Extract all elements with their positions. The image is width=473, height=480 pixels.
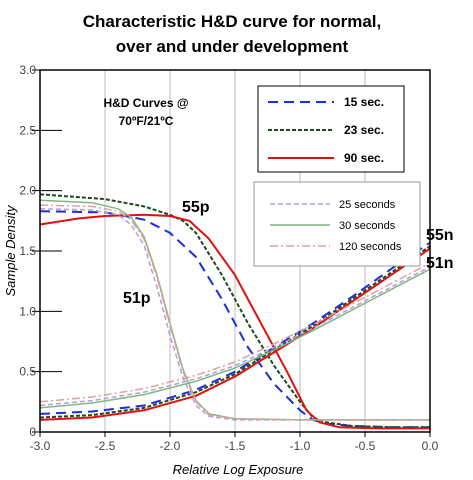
y-tick-label: 2.5 — [19, 123, 36, 137]
y-tick-label: 3.0 — [19, 63, 36, 77]
annotation-55p: 55p — [182, 199, 210, 216]
chart-title-line2: over and under development — [116, 37, 349, 56]
series-55p-23-sec — [39, 193, 430, 429]
series-55n-23-sec — [39, 245, 431, 419]
legend-label: 23 sec. — [344, 123, 384, 137]
x-tick-label: -0.5 — [355, 439, 376, 453]
legend-label: 90 sec. — [344, 151, 384, 165]
annotation-55n: 55n — [426, 227, 454, 244]
x-tick-label: -3.0 — [30, 439, 51, 453]
x-tick-label: 0.0 — [422, 439, 439, 453]
y-tick-label: 0 — [29, 425, 36, 439]
series-51n-30-seconds — [39, 268, 431, 409]
series-layer — [39, 193, 431, 430]
x-tick-label: -2.0 — [160, 439, 181, 453]
legend-development-times: 15 sec. 23 sec. 90 sec. — [257, 85, 405, 173]
legend-label: 25 seconds — [339, 199, 396, 211]
series-55p-15-sec — [39, 210, 430, 429]
series-51n-25-seconds — [39, 266, 431, 407]
y-tick-label: 2.0 — [19, 184, 36, 198]
legend-label: 15 sec. — [344, 95, 384, 109]
x-tick-label: -2.5 — [95, 439, 116, 453]
x-tick-label: -1.5 — [225, 439, 246, 453]
y-axis-label: Sample Density — [3, 204, 18, 297]
x-axis-label: Relative Log Exposure — [173, 462, 304, 477]
x-tick-label: -1.0 — [290, 439, 311, 453]
series-51n-120-seconds — [39, 262, 431, 403]
legend-box-2 — [253, 181, 421, 267]
curves-box-title-line2: 70ºF/21ºC — [119, 114, 174, 128]
series-51p-120-seconds — [39, 204, 430, 421]
axis-ticks: -3.0 -2.5 -2.0 -1.5 -1.0 -0.5 0.0 0 0.5 1.0 1.5 2.0… — [19, 63, 438, 453]
series-55n-90-sec — [39, 247, 431, 421]
legend-label: 120 seconds — [339, 241, 402, 253]
annotation-51n: 51n — [426, 255, 454, 272]
curves-box-title-line1: H&D Curves @ — [103, 96, 188, 110]
chart-title-line1: Characteristic H&D curve for normal, — [83, 12, 382, 31]
y-tick-label: 1.0 — [19, 304, 36, 318]
legend-label: 30 seconds — [339, 220, 396, 232]
y-tick-label: 0.5 — [19, 365, 36, 379]
y-tick-label: 1.5 — [19, 244, 36, 258]
legend-seconds: 25 seconds 30 seconds 120 seconds — [253, 181, 421, 267]
annotation-51p: 51p — [123, 290, 151, 307]
series-55p-90-sec — [39, 213, 430, 430]
